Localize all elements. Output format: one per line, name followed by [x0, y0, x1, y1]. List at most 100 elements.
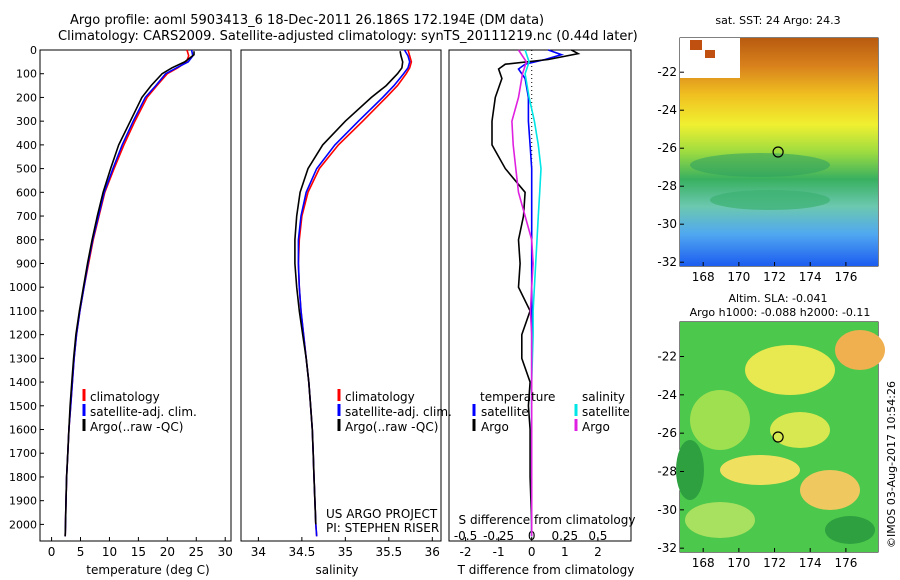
sst-map-lat-tick-label: -22 — [657, 65, 677, 79]
sal-legend-argo: Argo(..raw -QC) — [345, 420, 439, 434]
series-differences-t-argo — [491, 49, 581, 537]
sla-map-lat-tick-label: -28 — [657, 465, 677, 479]
temp-legend-argo: Argo(..raw -QC) — [90, 420, 184, 434]
imos-credit: ©IMOS 03-Aug-2017 10:54:26 — [885, 381, 898, 548]
sst-map-lon-tick-label: 168 — [692, 270, 715, 284]
sst-map-lat-tick-label: -28 — [657, 179, 677, 193]
depth-tick-label: 1200 — [9, 329, 37, 342]
depth-tick-label: 200 — [16, 91, 37, 104]
panel-frame-1 — [240, 49, 442, 542]
depth-tick-label: 300 — [16, 115, 37, 128]
sla-map-argo-location-marker — [772, 431, 784, 443]
sla-map-lat-tick-label: -24 — [657, 388, 677, 402]
sla-map-lat-tick-label: -26 — [657, 426, 677, 440]
depth-tick-label: 1700 — [9, 447, 37, 460]
diff-legend-sal-satellite: satellite — [582, 405, 630, 419]
panel-frame-0 — [39, 49, 232, 542]
temp-tick-label: 25 — [189, 545, 204, 559]
sst-map-lon-tick-label: 172 — [763, 270, 786, 284]
sla-map-title: Altim. SLA: -0.041 — [728, 292, 828, 305]
sla-map-lon-tick-label: 168 — [692, 556, 715, 570]
temp-tick-label: 30 — [218, 545, 233, 559]
sst-map-lat-tick-label: -26 — [657, 141, 677, 155]
t-diff-tick-label: 2 — [594, 545, 602, 559]
s-difference-xlabel: S difference from climatology — [458, 513, 636, 527]
depth-tick-label: 500 — [16, 163, 37, 176]
panel-frame-2 — [448, 49, 632, 542]
depth-tick-label: 0 — [30, 44, 37, 57]
sal-tick-label: 34.5 — [289, 545, 316, 559]
depth-tick-label: 2000 — [9, 518, 37, 531]
t-diff-tick-label: -2 — [460, 545, 472, 559]
t-difference-xlabel: T difference from climatology — [457, 563, 635, 577]
sst-map-lat-tick-label: -30 — [657, 217, 677, 231]
series-differences-s-argo — [511, 49, 534, 537]
sla-map-subtitle: Argo h1000: -0.088 h2000: -0.11 — [689, 306, 871, 319]
sal-legend-climatology: climatology — [345, 390, 415, 404]
depth-tick-label: 1400 — [9, 376, 37, 389]
salinity-xlabel: salinity — [315, 563, 359, 577]
sst-map-lon-tick-label: 170 — [727, 270, 750, 284]
t-diff-tick-label: -1 — [493, 545, 505, 559]
diff-legend-temp-title: temperature — [480, 390, 556, 404]
sst-map-argo-location-marker — [772, 146, 784, 158]
depth-tick-label: 100 — [16, 68, 37, 81]
sla-map-lat-tick-label: -32 — [657, 541, 677, 555]
sal-tick-label: 35.5 — [375, 545, 402, 559]
depth-tick-label: 1100 — [9, 305, 37, 318]
depth-tick-label: 1500 — [9, 400, 37, 413]
depth-tick-label: 1300 — [9, 352, 37, 365]
depth-tick-label: 600 — [16, 186, 37, 199]
depth-tick-label: 1000 — [9, 281, 37, 294]
sal-legend-satellite: satellite-adj. clim. — [345, 405, 452, 419]
depth-tick-label: 800 — [16, 234, 37, 247]
diff-legend-sal-argo: Argo — [582, 420, 610, 434]
figure-title-line1: Argo profile: aoml 5903413_6 18-Dec-2011… — [70, 13, 545, 28]
series-salinity-argo-raw-qc — [294, 51, 404, 525]
t-diff-tick-label: 1 — [561, 545, 569, 559]
diff-legend-temp-argo: Argo — [481, 420, 509, 434]
s-diff-tick-label: -0.25 — [483, 529, 514, 543]
temp-tick-label: 5 — [77, 545, 85, 559]
sla-map-lon-tick-label: 174 — [799, 556, 822, 570]
diff-legend-temp-satellite: satellite — [481, 405, 529, 419]
sla-map-lon-tick-label: 176 — [834, 556, 857, 570]
sal-tick-label: 35 — [338, 545, 353, 559]
sst-map-title: sat. SST: 24 Argo: 24.3 — [715, 14, 841, 27]
series-temperature-argo-raw-qc — [64, 51, 195, 537]
sst-map-lon-tick-label: 174 — [799, 270, 822, 284]
depth-tick-label: 1900 — [9, 495, 37, 508]
sla-map-lon-tick-label: 172 — [763, 556, 786, 570]
sla-map-lon-tick-label: 170 — [727, 556, 750, 570]
t-diff-tick-label: 0 — [528, 545, 536, 559]
depth-tick-label: 700 — [16, 210, 37, 223]
sst-map-lat-tick-label: -32 — [657, 255, 677, 269]
s-diff-tick-label: -0.5 — [454, 529, 477, 543]
sst-map-lon-tick-label: 176 — [834, 270, 857, 284]
depth-tick-label: 1800 — [9, 471, 37, 484]
depth-tick-label: 1600 — [9, 424, 37, 437]
s-diff-tick-label: 0.25 — [551, 529, 578, 543]
temp-tick-label: 20 — [160, 545, 175, 559]
series-differences-s-satellite — [524, 49, 542, 537]
sla-map-lat-tick-label: -30 — [657, 503, 677, 517]
s-diff-tick-label: 0.5 — [588, 529, 607, 543]
sal-tick-label: 34 — [251, 545, 266, 559]
sla-map-lat-tick-label: -22 — [657, 350, 677, 364]
figure-title-line2: Climatology: CARS2009. Satellite-adjuste… — [58, 29, 638, 44]
project-note: US ARGO PROJECT — [326, 507, 438, 521]
sal-tick-label: 36 — [425, 545, 440, 559]
temp-legend-satellite: satellite-adj. clim. — [90, 405, 197, 419]
temp-tick-label: 10 — [102, 545, 117, 559]
temperature-xlabel: temperature (deg C) — [86, 563, 210, 577]
diff-legend-sal-title: salinity — [582, 390, 626, 404]
depth-tick-label: 400 — [16, 139, 37, 152]
sla-map — [676, 322, 885, 552]
sst-map-lat-tick-label: -24 — [657, 103, 677, 117]
pi-note: PI: STEPHEN RISER — [326, 521, 440, 535]
temp-tick-label: 15 — [131, 545, 146, 559]
depth-tick-label: 900 — [16, 257, 37, 270]
temp-legend-climatology: climatology — [90, 390, 160, 404]
sst-map — [680, 38, 878, 266]
